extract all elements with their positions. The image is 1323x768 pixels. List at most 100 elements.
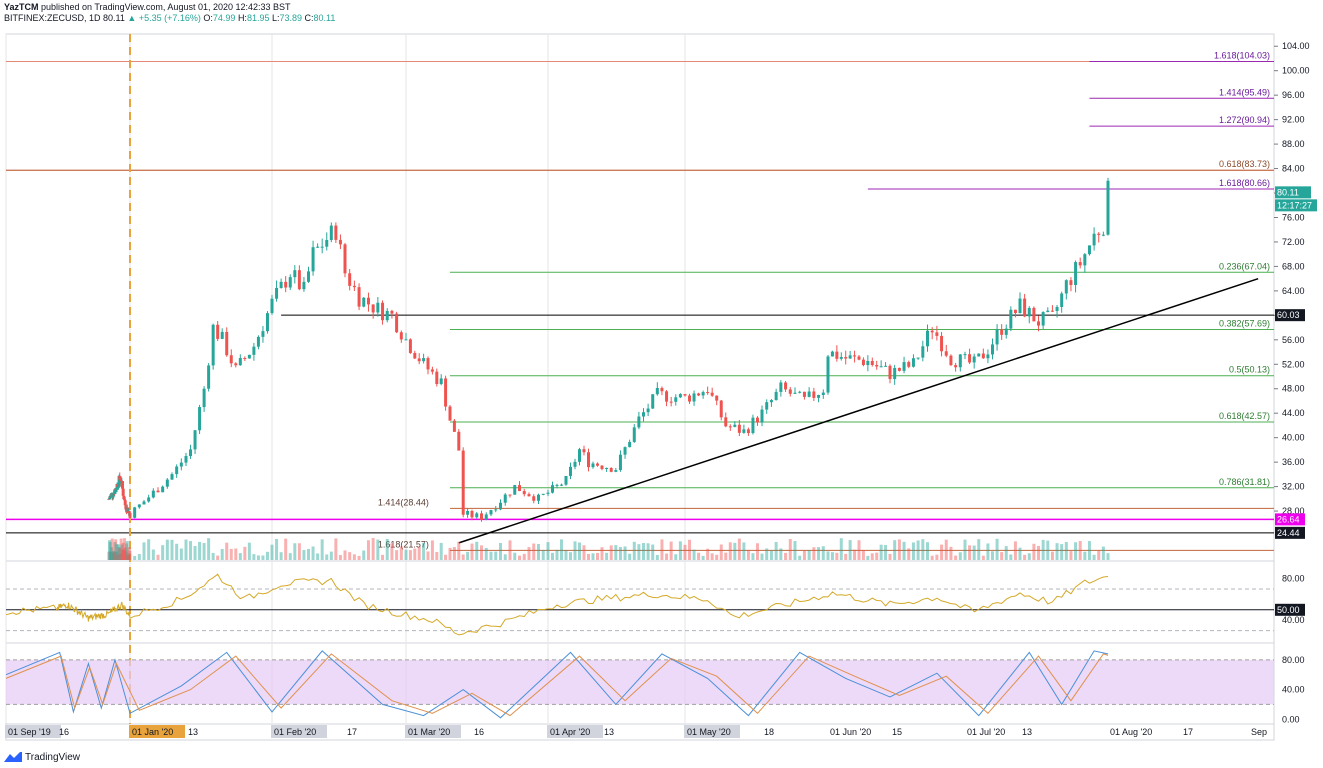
candle-body — [995, 329, 999, 345]
volume-bar — [715, 554, 719, 560]
time-tick-label: 17 — [347, 727, 357, 737]
volume-bar — [151, 549, 155, 560]
candle-body — [1055, 306, 1059, 311]
volume-bar — [123, 547, 127, 560]
last-price-badge-label: 80.11 — [1277, 187, 1299, 197]
volume-bar — [537, 544, 540, 560]
volume-bar — [623, 546, 627, 560]
volume-bar — [724, 552, 728, 560]
candle-body — [522, 491, 526, 495]
volume-bars — [107, 538, 1110, 560]
time-tick-label: 13 — [1022, 727, 1032, 737]
volume-bar — [494, 551, 498, 560]
volume-bar — [769, 550, 773, 560]
candle-body — [147, 497, 151, 502]
candle-body — [466, 510, 470, 515]
volume-bar — [719, 544, 723, 560]
candle-body — [802, 391, 806, 397]
last-price-badge-bg — [1275, 186, 1311, 199]
volume-bar — [252, 554, 256, 560]
volume-bar — [116, 544, 120, 560]
volume-bar — [683, 544, 687, 560]
volume-bar — [120, 549, 124, 560]
low-label: L: — [271, 13, 280, 23]
candle-body — [513, 485, 517, 495]
volume-bar — [256, 555, 260, 560]
volume-bar — [119, 538, 123, 560]
volume-bar — [742, 542, 746, 560]
candle-body — [888, 365, 892, 380]
volume-bar — [408, 550, 412, 560]
volume-bar — [381, 554, 385, 560]
volume-bar — [655, 554, 659, 560]
volume-bar — [893, 540, 897, 560]
stoch-tick-label: 0.00 — [1282, 714, 1300, 724]
candle-body — [475, 513, 479, 518]
candle-body — [325, 240, 329, 247]
volume-bar — [551, 552, 554, 560]
candle-body — [760, 409, 764, 423]
time-tick-label: 01 Sep '19 — [8, 727, 51, 737]
candle-body — [755, 417, 759, 423]
volume-bar — [362, 550, 366, 560]
rsi-tick-label: 80.00 — [1282, 574, 1305, 584]
candle-body — [1074, 262, 1078, 285]
candle-body — [940, 335, 944, 352]
volume-bar — [404, 549, 408, 560]
volume-bar — [395, 550, 399, 560]
volume-bar — [669, 541, 673, 560]
volume-bar — [110, 547, 114, 560]
volume-bar — [489, 551, 493, 560]
volume-bar — [430, 540, 434, 560]
volume-bar — [897, 539, 901, 560]
volume-bar — [774, 541, 778, 560]
volume-bar — [879, 544, 883, 560]
plot-frame — [5, 33, 1275, 741]
time-tick-label: Sep — [1251, 727, 1267, 737]
time-tick-label: 01 Mar '20 — [408, 727, 450, 737]
candle-body — [376, 302, 380, 313]
volume-bar — [311, 546, 315, 560]
candle-body — [120, 481, 124, 489]
candle-body — [527, 494, 531, 497]
candle-body — [108, 498, 112, 500]
brand-name[interactable]: TradingView — [25, 751, 81, 763]
candle-body — [480, 513, 483, 520]
candle-body — [972, 356, 976, 363]
volume-bar — [793, 541, 797, 560]
volume-bar — [147, 539, 151, 560]
stoch-tick-label: 40.00 — [1282, 685, 1305, 695]
time-tick-box — [271, 725, 327, 738]
candle-body — [623, 447, 627, 455]
price-tick-label: 76.00 — [1282, 212, 1305, 222]
candle-body — [551, 485, 554, 493]
volume-bar — [118, 553, 122, 560]
volume-bar — [1087, 541, 1091, 560]
candle-body — [715, 395, 719, 401]
fib-level-label: 0.786(31.81) — [1219, 477, 1270, 487]
volume-bar — [784, 552, 788, 560]
volume-bar — [114, 539, 118, 560]
candle-body — [413, 352, 417, 359]
price-tick-label: 100.00 — [1282, 66, 1310, 76]
volume-bar — [1078, 541, 1082, 560]
time-tick-label: 01 Feb '20 — [274, 727, 316, 737]
price-tick-label: 68.00 — [1282, 261, 1305, 271]
candle-body — [503, 494, 507, 503]
volume-bar — [371, 538, 375, 560]
time-tick-label: 01 Jan '20 — [132, 727, 173, 737]
candle-body — [334, 225, 338, 240]
author-name[interactable]: YazTCM — [4, 2, 39, 12]
candle-body — [1032, 307, 1036, 322]
candle-body — [1097, 233, 1101, 235]
candle-body — [123, 499, 127, 501]
candle-body — [430, 369, 434, 372]
price-tick-label: 64.00 — [1282, 286, 1305, 296]
volume-bar — [866, 555, 870, 560]
high-value: 81.95 — [246, 13, 270, 23]
countdown-badge-bg — [1275, 199, 1317, 212]
time-tick-label: 15 — [892, 727, 902, 737]
candle-body — [216, 324, 220, 339]
volume-bar — [1050, 551, 1054, 560]
